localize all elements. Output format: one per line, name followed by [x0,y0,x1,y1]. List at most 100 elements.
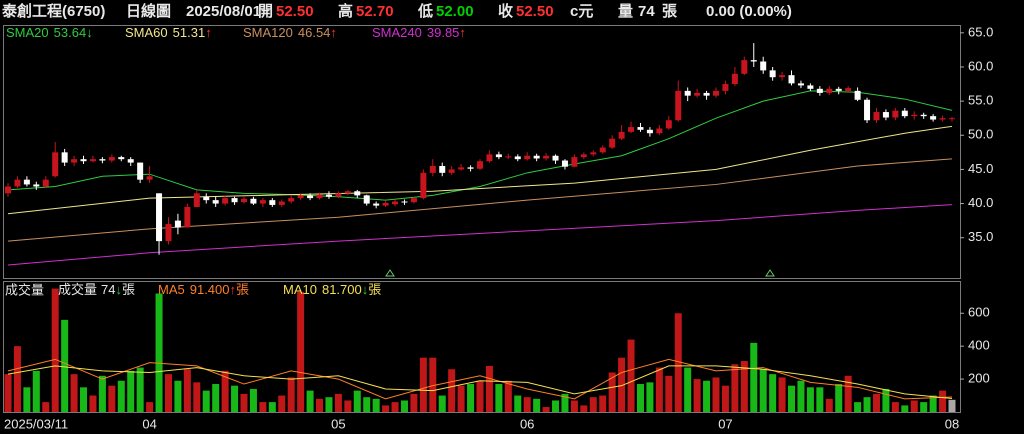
volume-bar [703,380,711,412]
currency: c元 [570,3,593,20]
candle-body [184,206,191,228]
candle-body [939,118,946,120]
volume-bar [212,384,220,412]
volume-bar [712,377,720,412]
candle-body [590,152,597,155]
change: 0.00 (0.00%) [706,3,792,20]
volume-bar [448,369,456,412]
y-tick-label: 65.0 [968,24,993,39]
candle-body [335,193,342,197]
ma-line [7,365,953,400]
candle-body [269,200,276,205]
volume-bar [533,398,541,412]
candle-body [146,176,153,180]
volume-bar [750,342,758,412]
legend-item: 成交量 74↓張 [58,282,135,297]
candle-body [193,193,200,207]
legend-item: SMA20 53.64↓ [6,25,93,40]
volume-bar [769,374,777,412]
candle-body [278,201,285,205]
volume-bar [504,380,512,412]
candle-body [694,92,701,96]
candle-body [288,198,295,202]
field-label: 開 [258,3,273,20]
volume-bar [457,385,465,412]
volume-bar [910,400,918,412]
field-value: 52.50 [516,3,554,20]
volume-bar [863,397,871,412]
volume-unit: 張 [662,3,678,20]
volume-bar [316,398,324,412]
candle-body [250,198,257,204]
volume-bar [599,395,607,412]
candle-body [703,92,710,96]
volume-bar [98,375,106,412]
candle-body [618,131,625,139]
candle-body [467,167,474,169]
candle-body [61,152,68,163]
volume-bar [939,390,947,412]
candle-body [599,147,606,153]
volume-bar [740,360,748,412]
candle-body [807,85,814,89]
candle-body [514,156,521,160]
candle-body [797,83,804,86]
volume-bar [221,370,229,412]
candle-body [750,60,757,62]
candle-body [401,201,408,203]
volume-bar [825,398,833,412]
field-label: 低 [417,2,433,20]
candle-body [731,73,738,85]
candle-body [458,167,465,170]
volume-bar [259,402,267,412]
x-tick-label: 07 [718,416,732,431]
volume-bar [542,407,550,412]
price-frame [3,25,961,279]
candle-body [316,194,323,199]
candle-body [873,112,880,121]
volume-bar [438,395,446,412]
volume-bar [655,367,663,412]
y-tick-label: 400 [968,338,990,353]
volume-bar [552,400,560,412]
candle-body [845,88,852,91]
legend-value: 74 [101,282,115,297]
volume-bar [51,288,59,412]
volume-bar [485,365,493,412]
candle-body [826,88,833,93]
volume-bar [268,402,276,412]
candle-body [788,75,795,84]
volume-bar [13,346,21,412]
candle-body [571,157,578,167]
volume-bar [467,384,475,412]
legend-unit: 張 [236,282,249,297]
candle-body [713,90,719,96]
ma-line [7,358,953,400]
candle-body [259,200,266,204]
volume-bar [901,405,909,412]
candle-body [23,179,30,185]
candle-body [533,155,540,159]
candle-body [127,159,134,163]
volume-bar [759,369,767,412]
y-tick-label: 200 [968,371,990,386]
candle-body [949,118,955,120]
candle-body [71,159,78,163]
volume-bar [334,393,342,412]
x-tick-label: 08 [945,416,959,431]
candle-body [628,127,635,132]
candle-body [80,159,87,162]
legend-arrow: ↓ [86,25,93,40]
legend-name: SMA240 [372,25,422,40]
candle-body [561,160,568,167]
volume-bar [844,375,852,412]
volume-bar [929,395,937,412]
candle-body [760,61,767,71]
volume-bar [476,380,484,412]
volume-bar [920,402,928,412]
candle-body [429,166,436,173]
legend-arrow: ↑ [230,282,237,297]
candle-body [646,129,653,134]
candle-body [816,88,823,93]
